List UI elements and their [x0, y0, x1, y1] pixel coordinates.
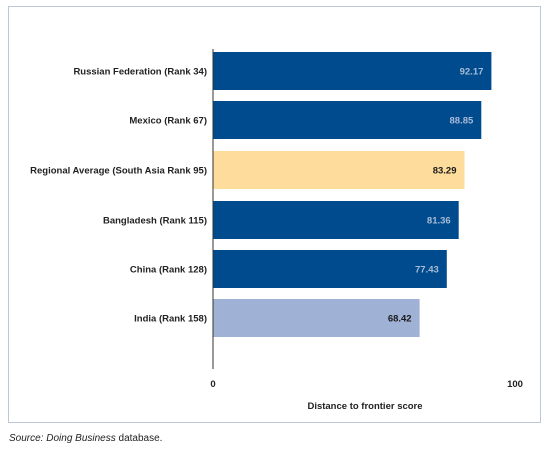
category-label: China (Rank 128): [130, 265, 207, 276]
bar: [213, 151, 465, 189]
value-label: 92.17: [460, 67, 484, 78]
x-axis-title: Distance to frontier score: [307, 401, 422, 412]
source-name: Doing Business: [46, 433, 116, 444]
value-label: 68.42: [388, 314, 412, 325]
value-label: 81.36: [427, 216, 451, 227]
category-label: India (Rank 158): [134, 314, 207, 325]
value-label: 88.85: [450, 116, 474, 127]
category-label: Russian Federation (Rank 34): [73, 67, 207, 78]
bar: [213, 250, 447, 288]
bars-layer: Russian Federation (Rank 34) 92.17 Mexico …: [30, 52, 492, 337]
source-prefix: Source:: [9, 433, 47, 444]
bar: [213, 299, 420, 337]
x-tick-label-min: 0: [210, 379, 215, 390]
value-label: 77.43: [415, 265, 439, 276]
x-tick-label-max: 100: [507, 379, 523, 390]
value-label: 83.29: [433, 166, 457, 177]
source-suffix: database.: [115, 433, 163, 444]
category-label: Bangladesh (Rank 115): [103, 216, 207, 227]
category-label: Regional Average (South Asia Rank 95): [30, 166, 207, 177]
bar: [213, 52, 492, 90]
chart-frame: Russian Federation (Rank 34) 92.17 Mexico …: [8, 6, 541, 423]
bar-chart: Russian Federation (Rank 34) 92.17 Mexico …: [30, 49, 523, 412]
bar: [213, 101, 482, 139]
source-note: Source: Doing Business database.: [9, 433, 162, 444]
category-label: Mexico (Rank 67): [129, 116, 207, 127]
bar: [213, 201, 459, 239]
